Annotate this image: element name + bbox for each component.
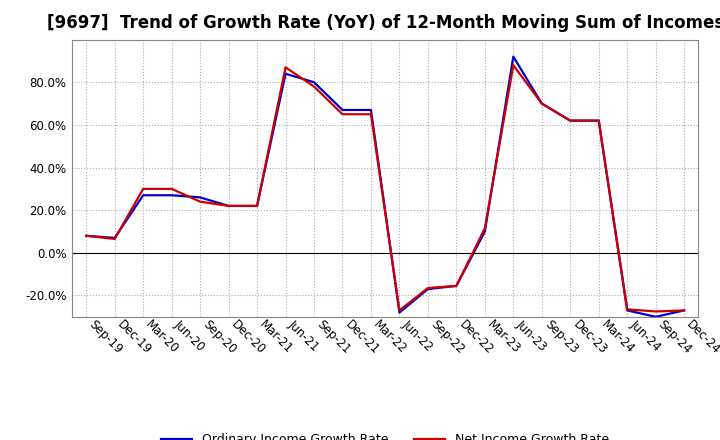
Ordinary Income Growth Rate	[537, 101, 546, 106]
Ordinary Income Growth Rate	[82, 233, 91, 238]
Net Income Growth Rate	[509, 62, 518, 68]
Ordinary Income Growth Rate	[395, 310, 404, 315]
Net Income Growth Rate	[167, 186, 176, 191]
Net Income Growth Rate	[537, 101, 546, 106]
Net Income Growth Rate	[423, 286, 432, 291]
Ordinary Income Growth Rate	[509, 54, 518, 59]
Line: Ordinary Income Growth Rate: Ordinary Income Growth Rate	[86, 57, 684, 317]
Ordinary Income Growth Rate	[623, 308, 631, 313]
Net Income Growth Rate	[566, 118, 575, 123]
Ordinary Income Growth Rate	[566, 118, 575, 123]
Line: Net Income Growth Rate: Net Income Growth Rate	[86, 65, 684, 312]
Net Income Growth Rate	[480, 226, 489, 231]
Ordinary Income Growth Rate	[225, 203, 233, 209]
Net Income Growth Rate	[82, 233, 91, 238]
Net Income Growth Rate	[139, 186, 148, 191]
Ordinary Income Growth Rate	[282, 71, 290, 77]
Net Income Growth Rate	[196, 199, 204, 204]
Ordinary Income Growth Rate	[167, 193, 176, 198]
Net Income Growth Rate	[338, 112, 347, 117]
Ordinary Income Growth Rate	[452, 283, 461, 289]
Net Income Growth Rate	[225, 203, 233, 209]
Net Income Growth Rate	[452, 283, 461, 289]
Ordinary Income Growth Rate	[338, 107, 347, 113]
Ordinary Income Growth Rate	[595, 118, 603, 123]
Ordinary Income Growth Rate	[139, 193, 148, 198]
Ordinary Income Growth Rate	[423, 286, 432, 292]
Net Income Growth Rate	[110, 236, 119, 242]
Ordinary Income Growth Rate	[680, 308, 688, 313]
Ordinary Income Growth Rate	[480, 229, 489, 234]
Ordinary Income Growth Rate	[253, 203, 261, 209]
Ordinary Income Growth Rate	[196, 195, 204, 200]
Net Income Growth Rate	[652, 309, 660, 314]
Net Income Growth Rate	[366, 112, 375, 117]
Ordinary Income Growth Rate	[110, 235, 119, 241]
Legend: Ordinary Income Growth Rate, Net Income Growth Rate: Ordinary Income Growth Rate, Net Income …	[156, 429, 614, 440]
Net Income Growth Rate	[680, 308, 688, 313]
Ordinary Income Growth Rate	[310, 80, 318, 85]
Ordinary Income Growth Rate	[652, 314, 660, 319]
Title: [9697]  Trend of Growth Rate (YoY) of 12-Month Moving Sum of Incomes: [9697] Trend of Growth Rate (YoY) of 12-…	[47, 15, 720, 33]
Net Income Growth Rate	[253, 203, 261, 209]
Net Income Growth Rate	[595, 118, 603, 123]
Ordinary Income Growth Rate	[366, 107, 375, 113]
Net Income Growth Rate	[310, 84, 318, 89]
Net Income Growth Rate	[282, 65, 290, 70]
Net Income Growth Rate	[623, 307, 631, 312]
Net Income Growth Rate	[395, 308, 404, 313]
